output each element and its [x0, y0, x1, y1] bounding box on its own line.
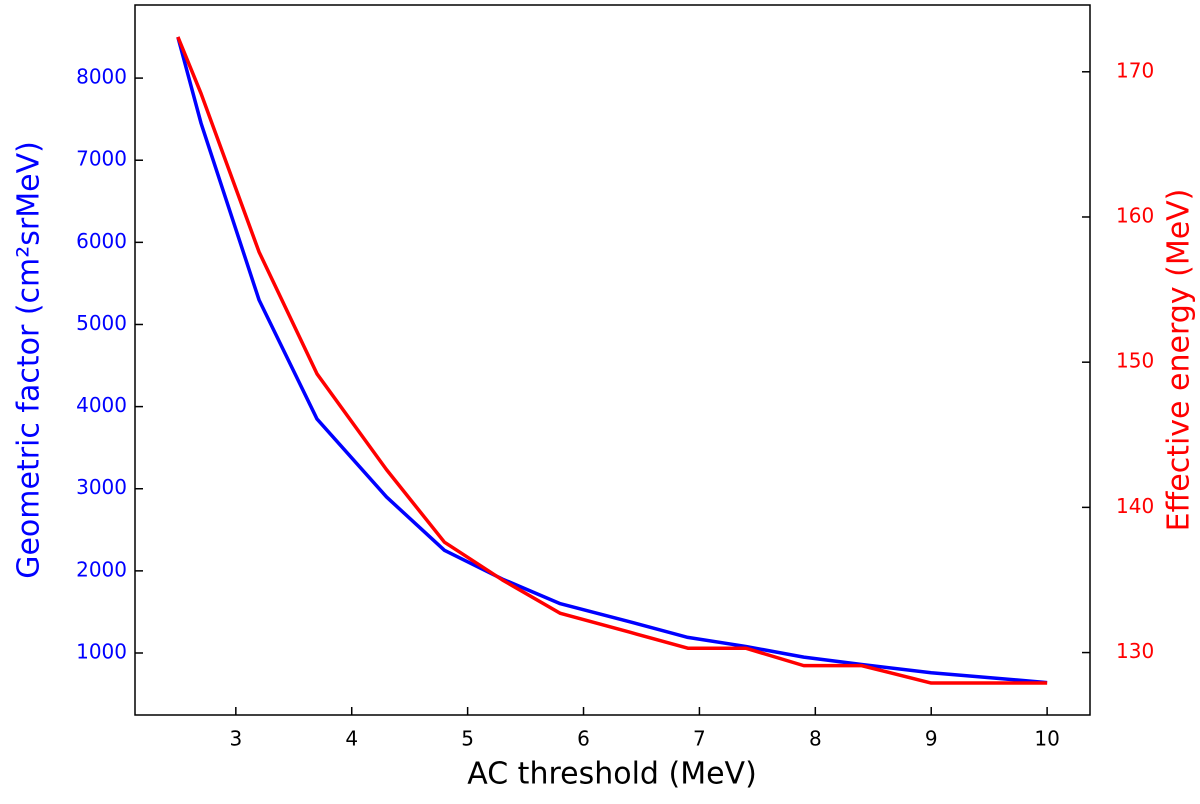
y-tick-label: 3000	[76, 475, 127, 499]
x-tick-label: 8	[809, 727, 822, 751]
x-tick-label: 3	[229, 727, 242, 751]
x-tick-label: 7	[693, 727, 706, 751]
y-tick-label: 2000	[76, 557, 127, 581]
y2-tick-label: 130	[1116, 639, 1154, 663]
data-line	[176, 36, 1048, 685]
y-axis-label: Geometric factor (cm²srMeV)	[12, 141, 47, 579]
y2-tick-label: 170	[1116, 58, 1154, 82]
y2-tick-label: 160	[1116, 203, 1154, 227]
data-line	[176, 36, 1048, 685]
y-tick-label: 8000	[76, 65, 127, 89]
y-tick-label: 4000	[76, 393, 127, 417]
y-tick-label: 5000	[76, 311, 127, 335]
x-tick-label: 9	[925, 727, 938, 751]
y-tick-label: 6000	[76, 229, 127, 253]
y2-tick-label: 150	[1116, 349, 1154, 373]
x-tick-label: 6	[577, 727, 590, 751]
y2-axis-label: Effective energy (MeV)	[1162, 189, 1197, 532]
plot-frame	[134, 4, 1091, 716]
x-tick-label: 10	[1034, 727, 1059, 751]
x-axis-label: AC threshold (MeV)	[467, 757, 757, 792]
y-tick-label: 7000	[76, 147, 127, 171]
y-tick-label: 1000	[76, 639, 127, 663]
x-tick-label: 4	[345, 727, 358, 751]
x-tick-label: 5	[461, 727, 474, 751]
y2-tick-label: 140	[1116, 494, 1154, 518]
